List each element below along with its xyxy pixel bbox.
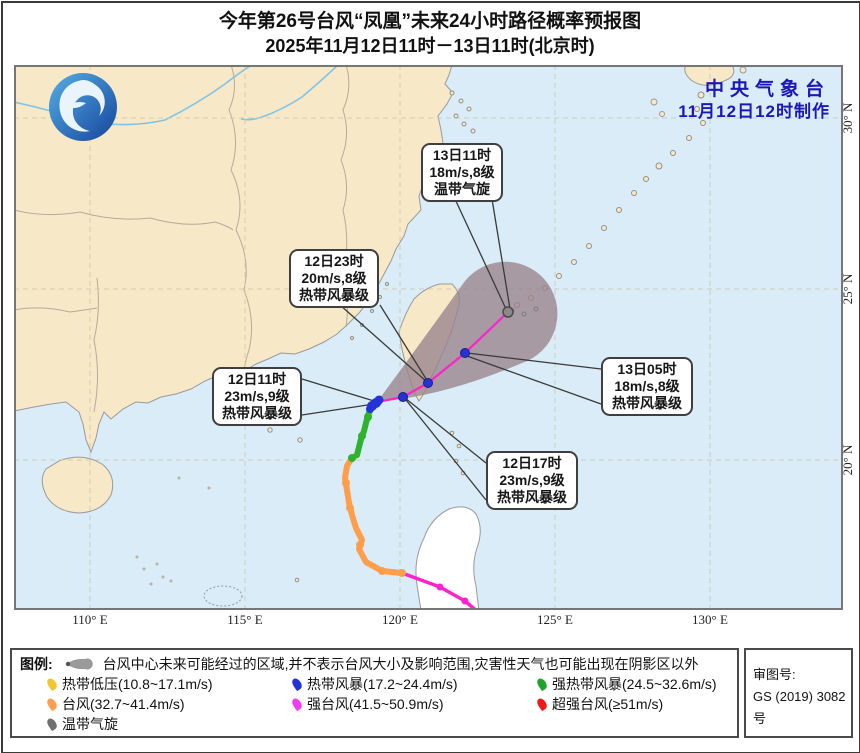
- td-symbol-icon: [45, 676, 59, 692]
- etc-symbol-icon: [45, 716, 59, 732]
- lon-label-115e: 115° E: [227, 612, 263, 627]
- legend-item-superty: 超强台风(≥51m/s): [535, 694, 663, 714]
- legend-item-ts: 热带风暴(17.2~24.4m/s): [290, 674, 538, 694]
- legend-title: 图例:: [20, 656, 53, 672]
- cone-icon: [65, 658, 93, 670]
- callout-wind: 18m/s,8级: [429, 164, 495, 180]
- review-number: GS (2019) 3082号: [753, 689, 846, 726]
- sty-symbol-icon: [290, 696, 304, 712]
- legend-item-etc: 温带气旋: [45, 714, 118, 734]
- lat-label-25n: 25° N: [840, 273, 855, 305]
- title-line-1: 今年第26号台风“凤凰”未来24小时路径概率预报图: [218, 11, 642, 32]
- lon-label-110e: 110° E: [72, 612, 108, 627]
- review-label: 审图号:: [753, 667, 796, 682]
- callout-time: 12日17时: [502, 455, 562, 471]
- lon-label-120e: 120° E: [382, 612, 418, 627]
- callout-wind: 18m/s,8级: [614, 378, 680, 394]
- forecast-points: [398, 306, 514, 402]
- graticule: [16, 67, 841, 608]
- callout-category: 温带气旋: [434, 181, 490, 197]
- callout-leader-lines: [301, 198, 602, 501]
- callout-category: 热带风暴级: [497, 489, 567, 505]
- legend-cone-row: 图例: 台风中心未来可能经过的区域,并不表示台风大小及影响范围,灾害性天气也可能…: [20, 654, 729, 674]
- legend-item-sty: 强台风(41.5~50.9m/s): [290, 694, 538, 714]
- callout-13d05h: 13日05时 18m/s,8级 热带风暴级: [601, 357, 693, 416]
- callout-12d23h: 12日23时 20m/s,8级 热带风暴级: [289, 249, 379, 308]
- cma-logo: [49, 73, 117, 141]
- callout-time: 13日11时: [432, 147, 492, 163]
- legend-item-ty: 台风(32.7~41.4m/s): [45, 694, 293, 714]
- sts-symbol-icon: [535, 676, 549, 692]
- superty-symbol-icon: [535, 696, 549, 712]
- callout-wind: 20m/s,8级: [301, 270, 367, 286]
- attribution: 中央气象台 11月12日12时制作: [678, 78, 830, 123]
- callout-12d11h: 12日11时 23m/s,9级 热带风暴级: [212, 367, 302, 426]
- callout-category: 热带风暴级: [222, 405, 292, 421]
- legend-item-td: 热带低压(10.8~17.1m/s): [45, 674, 293, 694]
- review-number-box: 审图号: GS (2019) 3082号: [744, 648, 853, 738]
- callout-wind: 23m/s,9级: [224, 388, 290, 404]
- reef-specks: [135, 476, 243, 607]
- callout-time: 13日05时: [617, 361, 677, 377]
- callout-category: 热带风暴级: [299, 287, 369, 303]
- current-position-marker: [366, 395, 384, 413]
- ty-symbol-icon: [45, 696, 59, 712]
- observed-track-points: [342, 413, 469, 605]
- figure-title: 今年第26号台风“凤凰”未来24小时路径概率预报图 2025年11月12日11时…: [0, 9, 860, 58]
- callout-time: 12日23时: [304, 253, 364, 269]
- lon-label-130e: 130° E: [692, 612, 728, 627]
- lat-label-20n: 20° N: [840, 444, 855, 476]
- track-typhoon-segment: [342, 452, 405, 576]
- attribution-made-time: 11月12日12时制作: [678, 102, 830, 121]
- ts-symbol-icon: [290, 676, 304, 692]
- coastline-landmass: [16, 67, 747, 608]
- title-line-2: 2025年11月12日11时－13日11时(北京时): [265, 36, 595, 56]
- legend-cone-note: 台风中心未来可能经过的区域,并不表示台风大小及影响范围,灾害性天气也可能出现在阴…: [102, 656, 699, 672]
- callout-wind: 23m/s,9级: [499, 472, 565, 488]
- legend: 图例: 台风中心未来可能经过的区域,并不表示台风大小及影响范围,灾害性天气也可能…: [10, 648, 739, 738]
- track-severe-typhoon-segment: [400, 571, 476, 608]
- probability-cone: [377, 261, 558, 402]
- callout-time: 12日11时: [227, 371, 287, 387]
- lon-label-125e: 125° E: [537, 612, 573, 627]
- map-canvas: [16, 67, 841, 608]
- lat-label-30n: 30° N: [840, 102, 855, 134]
- attribution-agency: 中央气象台: [704, 79, 830, 100]
- callout-category: 热带风暴级: [612, 395, 682, 411]
- callout-13d11h: 13日11时 18m/s,8级 温带气旋: [421, 143, 503, 202]
- legend-item-sts: 强热带风暴(24.5~32.6m/s): [535, 674, 717, 694]
- callout-12d17h: 12日17时 23m/s,9级 热带风暴级: [486, 451, 578, 510]
